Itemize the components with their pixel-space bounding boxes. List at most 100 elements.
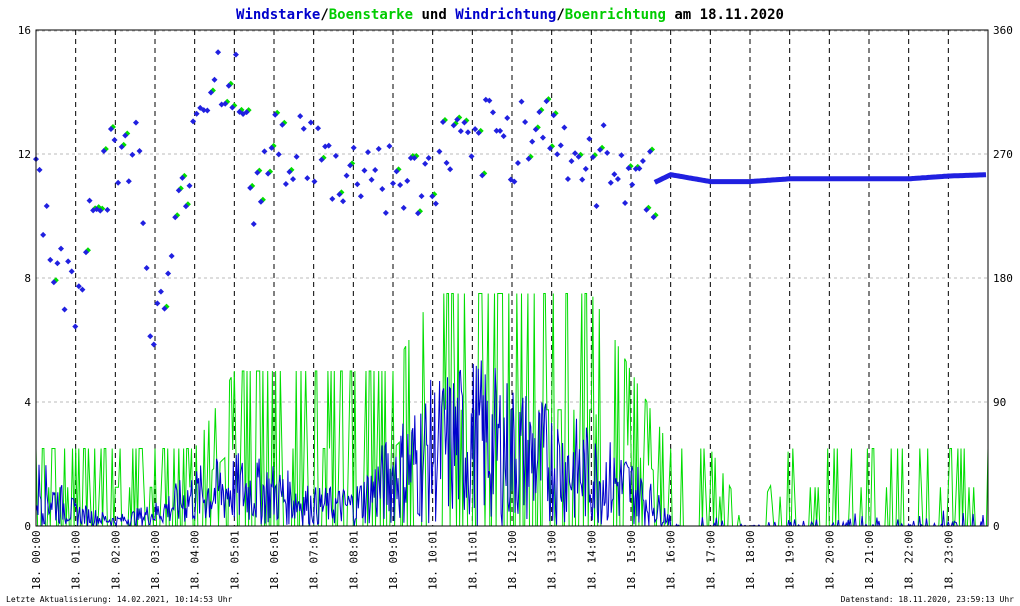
x-tick-label: 18. 12:00	[506, 530, 519, 590]
wind-direction-point	[282, 180, 289, 187]
wind-direction-point	[115, 179, 122, 186]
wind-direction-point	[522, 119, 529, 126]
y-right-tick-label: 90	[993, 396, 1006, 409]
y-left-tick-label: 16	[18, 24, 31, 37]
wind-direction-point	[72, 323, 79, 330]
x-axis-labels: 18. 00:00 18. 01:00 18. 02:00 18. 03:00 18. …	[30, 530, 955, 590]
wind-direction-point	[361, 167, 368, 174]
wind-direction-point	[122, 132, 129, 139]
wind-direction-point	[647, 148, 654, 155]
title-part-1: /	[320, 7, 328, 23]
wind-direction-point	[200, 107, 207, 114]
wind-direction-point	[447, 166, 454, 173]
wind-direction-point	[343, 172, 350, 179]
wind-direction-point	[232, 51, 239, 58]
wind-direction-point	[293, 153, 300, 160]
wind-direction-point	[329, 195, 336, 202]
wind-direction-point	[439, 118, 446, 125]
x-tick-label: 18. 06:01	[268, 530, 281, 590]
wind-direction-point	[161, 305, 168, 312]
wind-direction-point	[386, 143, 393, 150]
wind-direction-point	[554, 151, 561, 158]
wind-direction-point	[643, 206, 650, 213]
wind-direction-point	[365, 149, 372, 156]
wind-direction-point	[340, 198, 347, 205]
wind-direction-point	[497, 127, 504, 134]
wind-direction-line	[653, 172, 987, 185]
wind-direction-point	[511, 178, 518, 185]
wind-direction-point	[489, 109, 496, 116]
wind-direction-point	[225, 82, 232, 89]
wind-direction-point	[443, 159, 450, 166]
wind-direction-point	[207, 89, 214, 96]
wind-direction-point	[586, 135, 593, 142]
x-tick-label: 18. 04:00	[189, 530, 202, 590]
wind-direction-point	[243, 109, 250, 116]
wind-direction-point	[354, 181, 361, 188]
wind-direction-point	[118, 143, 125, 150]
wind-direction-point	[100, 148, 107, 155]
wind-direction-point	[247, 184, 254, 191]
wind-direction-point	[279, 121, 286, 128]
x-tick-label: 18. 05:01	[228, 530, 241, 590]
wind-direction-point	[132, 119, 139, 126]
x-tick-label: 18. 20:00	[823, 530, 836, 590]
wind-direction-point	[561, 124, 568, 131]
y-axis-left-labels: 0 4 8 12 16	[18, 24, 32, 533]
wind-direction-point	[464, 129, 471, 136]
wind-direction-point	[457, 128, 464, 135]
wind-direction-point	[454, 116, 461, 123]
wind-direction-point	[432, 200, 439, 207]
wind-direction-point	[629, 181, 636, 188]
wind-direction-point	[632, 165, 639, 172]
wind-direction-point	[229, 104, 236, 111]
y-axis-right-labels: 0 90 180 270 360	[993, 24, 1013, 533]
wind-direction-point	[325, 142, 332, 149]
grid	[36, 30, 988, 526]
y-left-tick-label: 12	[18, 148, 31, 161]
wind-direction-series	[33, 49, 987, 348]
wind-direction-point	[422, 160, 429, 167]
x-tick-label: 18. 03:00	[149, 530, 162, 590]
wind-direction-point	[639, 158, 646, 165]
x-tick-label: 18. 09:01	[387, 530, 400, 590]
wind-direction-point	[311, 178, 318, 185]
x-tick-label: 18. 21:00	[863, 530, 876, 590]
wind-direction-point	[618, 152, 625, 159]
wind-direction-point	[347, 162, 354, 169]
wind-direction-point	[593, 202, 600, 209]
wind-direction-point	[57, 245, 64, 252]
wind-direction-point	[450, 122, 457, 129]
wind-direction-point	[611, 171, 618, 178]
title-part-2: Boenstarke	[329, 7, 413, 23]
wind-direction-point	[614, 175, 621, 182]
wind-direction-point	[193, 110, 200, 117]
wind-direction-point	[332, 152, 339, 159]
wind-direction-point	[532, 126, 539, 133]
wind-direction-point	[379, 185, 386, 192]
wind-direction-point	[382, 209, 389, 216]
wind-direction-point	[265, 170, 272, 177]
wind-direction-point	[404, 177, 411, 184]
wind-direction-point	[607, 179, 614, 186]
x-tick-label: 18. 15:00	[625, 530, 638, 590]
wind-direction-point	[43, 203, 50, 210]
y-right-tick-label: 0	[993, 520, 1000, 533]
y-left-tick-label: 0	[24, 520, 31, 533]
wind-direction-point	[307, 119, 314, 126]
x-tick-label: 18. 18:00	[744, 530, 757, 590]
wind-direction-point	[165, 270, 172, 277]
wind-direction-point	[397, 182, 404, 189]
wind-direction-point	[564, 175, 571, 182]
wind-direction-point	[186, 182, 193, 189]
wind-direction-point	[418, 193, 425, 200]
x-tick-label: 18. 08:01	[347, 530, 360, 590]
wind-direction-point	[82, 249, 89, 256]
wind-direction-point	[539, 134, 546, 141]
wind-direction-point	[65, 258, 72, 265]
title-part-5: /	[556, 7, 564, 23]
wind-direction-point	[104, 206, 111, 213]
wind-direction-point	[604, 149, 611, 156]
wind-direction-point	[125, 178, 132, 185]
y-left-tick-label: 4	[24, 396, 31, 409]
